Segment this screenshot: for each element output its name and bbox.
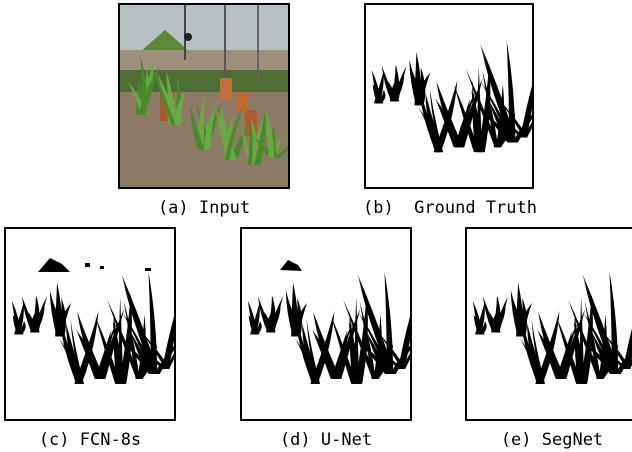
false-positive	[100, 266, 104, 269]
leaf	[138, 65, 160, 115]
leaf	[204, 101, 217, 150]
trap	[236, 92, 248, 112]
leaf	[153, 68, 176, 125]
caption: (e) SegNet	[501, 430, 603, 450]
leaf	[190, 105, 205, 150]
caption: (b) Ground Truth	[363, 198, 537, 218]
caption: (d) U-Net	[280, 430, 372, 450]
caption: (a) Input	[158, 198, 250, 218]
leaf	[173, 91, 185, 125]
trap	[220, 78, 232, 100]
leaf	[250, 116, 259, 165]
leaf	[274, 146, 288, 158]
distant-plants	[140, 30, 190, 52]
leaf	[224, 102, 246, 160]
image-frame	[118, 3, 290, 189]
leaf	[253, 106, 267, 165]
false-positive	[85, 263, 90, 267]
leaf	[264, 107, 275, 158]
false-positive	[38, 258, 70, 272]
greenhouse-roof	[120, 5, 288, 50]
field-row	[120, 50, 288, 70]
false-positive	[145, 268, 151, 271]
sensor	[184, 33, 192, 41]
false-positive	[280, 260, 302, 271]
plants	[126, 55, 288, 165]
input-image	[120, 5, 288, 187]
caption: (c) FCN-8s	[39, 430, 141, 450]
